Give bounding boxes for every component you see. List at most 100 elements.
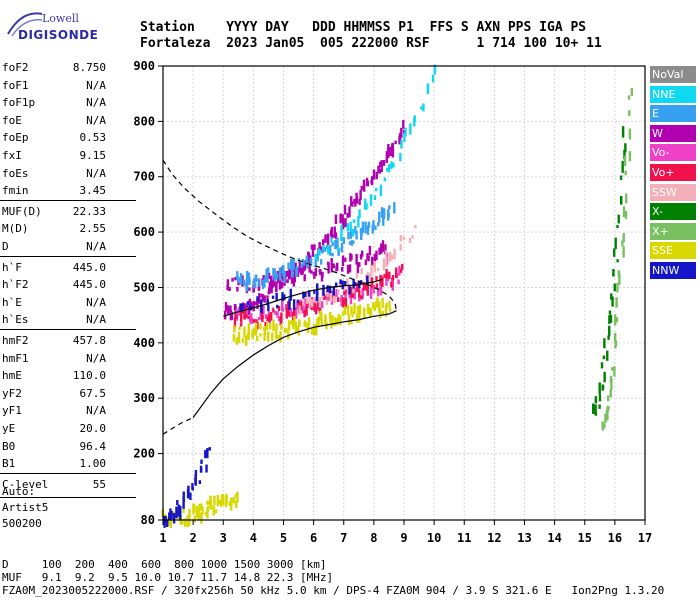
echo-point-e bbox=[291, 270, 294, 278]
echo-point-vo- bbox=[292, 308, 296, 321]
echo-point-x- bbox=[592, 403, 595, 414]
echo-point-w bbox=[266, 295, 269, 304]
echo-point-x- bbox=[616, 225, 619, 229]
echo-point-x- bbox=[621, 160, 624, 173]
echo-point-nnw bbox=[341, 280, 344, 290]
echo-point-nne bbox=[336, 247, 340, 251]
echo-point-vo- bbox=[336, 297, 340, 302]
echo-point-w bbox=[236, 286, 239, 292]
echo-point-nnw bbox=[179, 505, 182, 511]
station-header: Station YYYY DAY DDD HHMMSS P1 FFS S AXN… bbox=[140, 20, 602, 52]
echo-point-vo- bbox=[235, 314, 238, 319]
echo-point-e bbox=[355, 230, 358, 240]
y-tick-label: 700 bbox=[133, 170, 155, 184]
echo-point-sse bbox=[188, 508, 191, 518]
auto-program: Artist5 bbox=[2, 501, 49, 514]
echo-point-e bbox=[364, 221, 367, 234]
echo-point-vo- bbox=[353, 288, 356, 300]
echo-point-vo- bbox=[377, 287, 380, 297]
param-value: 9.15 bbox=[79, 149, 107, 162]
echo-point-vo- bbox=[390, 281, 393, 288]
echo-point-w bbox=[275, 281, 278, 292]
echo-point-e bbox=[309, 258, 313, 267]
virtual-height-trace bbox=[223, 278, 384, 317]
param-row-h-es: h`Es N/A bbox=[0, 312, 136, 329]
echo-point-sse bbox=[376, 297, 379, 308]
echo-point-nne bbox=[413, 115, 416, 122]
echo-point-sse bbox=[219, 499, 223, 507]
echo-point-sse bbox=[303, 320, 307, 326]
echo-point-w bbox=[375, 171, 378, 180]
param-row-hmf1: hmF1 N/A bbox=[0, 351, 136, 368]
echo-point-vo- bbox=[299, 301, 303, 306]
echo-point-w bbox=[257, 284, 261, 291]
echo-point-x- bbox=[623, 149, 626, 160]
echo-point-w bbox=[307, 251, 310, 263]
echo-point-nne bbox=[346, 223, 350, 232]
echo-point-w bbox=[286, 279, 289, 283]
echo-point-vo- bbox=[349, 295, 353, 305]
echo-point-nne bbox=[349, 221, 352, 232]
echo-point-nnw bbox=[326, 285, 329, 293]
echo-point-vo- bbox=[330, 300, 334, 305]
echo-point-vo- bbox=[361, 289, 364, 297]
echo-point-nne bbox=[433, 64, 437, 75]
echo-point-w bbox=[355, 196, 359, 204]
echo-point-vo- bbox=[320, 301, 323, 306]
echo-point-vo- bbox=[279, 315, 282, 326]
echo-point-w bbox=[356, 262, 360, 274]
echo-point-vo- bbox=[265, 314, 268, 319]
echo-point-nnw bbox=[208, 447, 211, 451]
param-value: N/A bbox=[86, 113, 106, 127]
echo-point-e bbox=[367, 221, 371, 229]
echo-point-e bbox=[354, 226, 357, 234]
echo-point-nnw bbox=[168, 512, 171, 520]
echo-point-nnw bbox=[194, 474, 197, 486]
echo-point-x- bbox=[621, 126, 625, 138]
param-row-fmin: fmin 3.45 bbox=[0, 183, 136, 200]
echo-point-sse bbox=[316, 318, 319, 328]
echo-point-nne bbox=[358, 209, 361, 218]
echo-point-ssw bbox=[325, 300, 329, 305]
echo-point-w bbox=[370, 176, 374, 186]
echo-point-e bbox=[360, 227, 363, 236]
echo-point-sse bbox=[263, 332, 266, 342]
echo-point-e bbox=[331, 252, 334, 257]
echo-point-x- bbox=[614, 314, 617, 326]
echo-point-sse bbox=[243, 326, 246, 338]
echo-point-x- bbox=[616, 259, 619, 263]
echo-point-vo- bbox=[388, 271, 391, 279]
echo-point-sse bbox=[186, 515, 189, 528]
echo-point-vo- bbox=[247, 315, 250, 320]
echo-point-w bbox=[321, 271, 324, 278]
echo-point-e bbox=[273, 268, 276, 281]
echo-point-nnw bbox=[191, 487, 194, 491]
echo-point-nnw bbox=[296, 299, 300, 303]
legend-item-nnw: NNW bbox=[650, 261, 696, 279]
echo-point-nne bbox=[383, 177, 387, 182]
echo-point-ssw bbox=[402, 236, 405, 241]
param-value: 3.45 bbox=[79, 184, 107, 198]
param-value: 22.33 bbox=[72, 204, 106, 218]
echo-point-ssw bbox=[352, 284, 355, 294]
echo-point-w bbox=[324, 235, 327, 243]
echo-point-w bbox=[379, 161, 382, 168]
echo-point-sse bbox=[358, 312, 361, 323]
echo-point-e bbox=[331, 241, 334, 247]
x-tick-label: 16 bbox=[608, 531, 622, 545]
echo-point-nnw bbox=[283, 294, 286, 301]
echo-point-w bbox=[343, 204, 347, 215]
echo-point-vo- bbox=[343, 288, 346, 296]
echo-point-w bbox=[353, 198, 356, 204]
echo-point-nnw bbox=[182, 491, 185, 503]
profile-curves bbox=[162, 159, 398, 435]
echo-point-w bbox=[310, 270, 313, 274]
param-label: B0 bbox=[2, 439, 16, 453]
echo-point-w bbox=[400, 127, 403, 138]
echo-point-nne bbox=[379, 184, 383, 197]
x-tick-label: 8 bbox=[370, 531, 377, 545]
echo-point-nnw bbox=[289, 288, 292, 301]
echo-point-sse bbox=[374, 301, 378, 307]
echo-point-sse bbox=[269, 323, 272, 330]
